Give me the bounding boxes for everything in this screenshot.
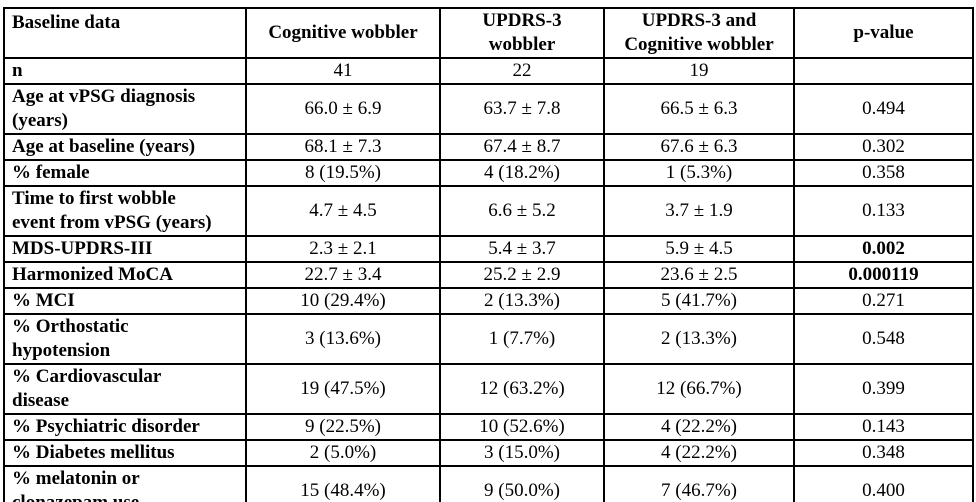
- cell-value: 66.5 ± 6.3: [603, 83, 795, 135]
- cell-pvalue: 0.358: [793, 159, 974, 187]
- cell-pvalue: 0.002: [793, 235, 974, 263]
- row-label: % Orthostatic hypotension: [3, 313, 247, 365]
- cell-value: 12 (66.7%): [603, 363, 795, 415]
- cell-value: 2 (5.0%): [245, 439, 441, 467]
- table-row: % Orthostatic hypotension 3 (13.6%) 1 (7…: [3, 313, 974, 365]
- cell-value: 63.7 ± 7.8: [439, 83, 605, 135]
- table-row: % melatonin or clonazepam use 15 (48.4%)…: [3, 465, 974, 502]
- row-label: Time to first wobble event from vPSG (ye…: [3, 185, 247, 237]
- cell-value: 25.2 ± 2.9: [439, 261, 605, 289]
- cell-value: 66.0 ± 6.9: [245, 83, 441, 135]
- row-label: % Psychiatric disorder: [3, 413, 247, 441]
- cell-value: 4 (22.2%): [603, 413, 795, 441]
- row-label: MDS-UPDRS-III: [3, 235, 247, 263]
- cell-value: 2 (13.3%): [439, 287, 605, 315]
- table-row: % Cardiovascular disease 19 (47.5%) 12 (…: [3, 363, 974, 415]
- cell-value: 68.1 ± 7.3: [245, 133, 441, 161]
- cell-value: 67.4 ± 8.7: [439, 133, 605, 161]
- row-label: % female: [3, 159, 247, 187]
- cell-pvalue: 0.302: [793, 133, 974, 161]
- cell-value: 2.3 ± 2.1: [245, 235, 441, 263]
- cell-value: 41: [245, 57, 441, 85]
- cell-value: 3 (15.0%): [439, 439, 605, 467]
- row-label: % Cardiovascular disease: [3, 363, 247, 415]
- row-label: % MCI: [3, 287, 247, 315]
- cell-value: 10 (29.4%): [245, 287, 441, 315]
- header-row: Baseline data Cognitive wobbler UPDRS-3 …: [3, 7, 974, 59]
- table-row: Time to first wobble event from vPSG (ye…: [3, 185, 974, 237]
- table-row: MDS-UPDRS-III 2.3 ± 2.1 5.4 ± 3.7 5.9 ± …: [3, 235, 974, 263]
- cell-value: 2 (13.3%): [603, 313, 795, 365]
- cell-pvalue: 0.000119: [793, 261, 974, 289]
- cell-value: 15 (48.4%): [245, 465, 441, 502]
- cell-value: 3.7 ± 1.9: [603, 185, 795, 237]
- cell-value: 4.7 ± 4.5: [245, 185, 441, 237]
- cell-value: 5 (41.7%): [603, 287, 795, 315]
- cell-pvalue: 0.399: [793, 363, 974, 415]
- cell-value: 1 (5.3%): [603, 159, 795, 187]
- cell-value: 22: [439, 57, 605, 85]
- row-label: % melatonin or clonazepam use: [3, 465, 247, 502]
- table-row: % MCI 10 (29.4%) 2 (13.3%) 5 (41.7%) 0.2…: [3, 287, 974, 315]
- row-label: % Diabetes mellitus: [3, 439, 247, 467]
- column-header-p-value: p-value: [793, 7, 974, 59]
- cell-value: 1 (7.7%): [439, 313, 605, 365]
- cell-pvalue: 0.348: [793, 439, 974, 467]
- cell-value: 4 (22.2%): [603, 439, 795, 467]
- table-row: % Diabetes mellitus 2 (5.0%) 3 (15.0%) 4…: [3, 439, 974, 467]
- column-header-cognitive-wobbler: Cognitive wobbler: [245, 7, 441, 59]
- table-row: % Psychiatric disorder 9 (22.5%) 10 (52.…: [3, 413, 974, 441]
- cell-value: 5.9 ± 4.5: [603, 235, 795, 263]
- cell-value: 23.6 ± 2.5: [603, 261, 795, 289]
- cell-pvalue: 0.143: [793, 413, 974, 441]
- cell-value: 67.6 ± 6.3: [603, 133, 795, 161]
- cell-value: 6.6 ± 5.2: [439, 185, 605, 237]
- cell-pvalue: 0.548: [793, 313, 974, 365]
- column-header-baseline-data: Baseline data: [3, 7, 247, 59]
- table-body: n 41 22 19 Age at vPSG diagnosis (years)…: [3, 57, 974, 502]
- row-label: Age at baseline (years): [3, 133, 247, 161]
- column-header-updrs3-and-cognitive-wobbler: UPDRS-3 and Cognitive wobbler: [603, 7, 795, 59]
- cell-value: 9 (50.0%): [439, 465, 605, 502]
- column-header-updrs3-wobbler: UPDRS-3 wobbler: [439, 7, 605, 59]
- cell-value: 5.4 ± 3.7: [439, 235, 605, 263]
- cell-value: 8 (19.5%): [245, 159, 441, 187]
- table-row: Age at vPSG diagnosis (years) 66.0 ± 6.9…: [3, 83, 974, 135]
- row-label: Age at vPSG diagnosis (years): [3, 83, 247, 135]
- cell-pvalue: 0.494: [793, 83, 974, 135]
- cell-pvalue: 0.133: [793, 185, 974, 237]
- table-row: % female 8 (19.5%) 4 (18.2%) 1 (5.3%) 0.…: [3, 159, 974, 187]
- table-row: Age at baseline (years) 68.1 ± 7.3 67.4 …: [3, 133, 974, 161]
- cell-pvalue: 0.271: [793, 287, 974, 315]
- table-row: Harmonized MoCA 22.7 ± 3.4 25.2 ± 2.9 23…: [3, 261, 974, 289]
- cell-value: 19 (47.5%): [245, 363, 441, 415]
- cell-value: 22.7 ± 3.4: [245, 261, 441, 289]
- cell-value: 10 (52.6%): [439, 413, 605, 441]
- row-label: n: [3, 57, 247, 85]
- cell-value: 7 (46.7%): [603, 465, 795, 502]
- cell-pvalue: 0.400: [793, 465, 974, 502]
- cell-value: 19: [603, 57, 795, 85]
- table-row: n 41 22 19: [3, 57, 974, 85]
- cell-value: 12 (63.2%): [439, 363, 605, 415]
- cell-pvalue: [793, 57, 974, 85]
- cell-value: 9 (22.5%): [245, 413, 441, 441]
- baseline-table: Baseline data Cognitive wobbler UPDRS-3 …: [3, 7, 974, 502]
- cell-value: 3 (13.6%): [245, 313, 441, 365]
- row-label: Harmonized MoCA: [3, 261, 247, 289]
- cell-value: 4 (18.2%): [439, 159, 605, 187]
